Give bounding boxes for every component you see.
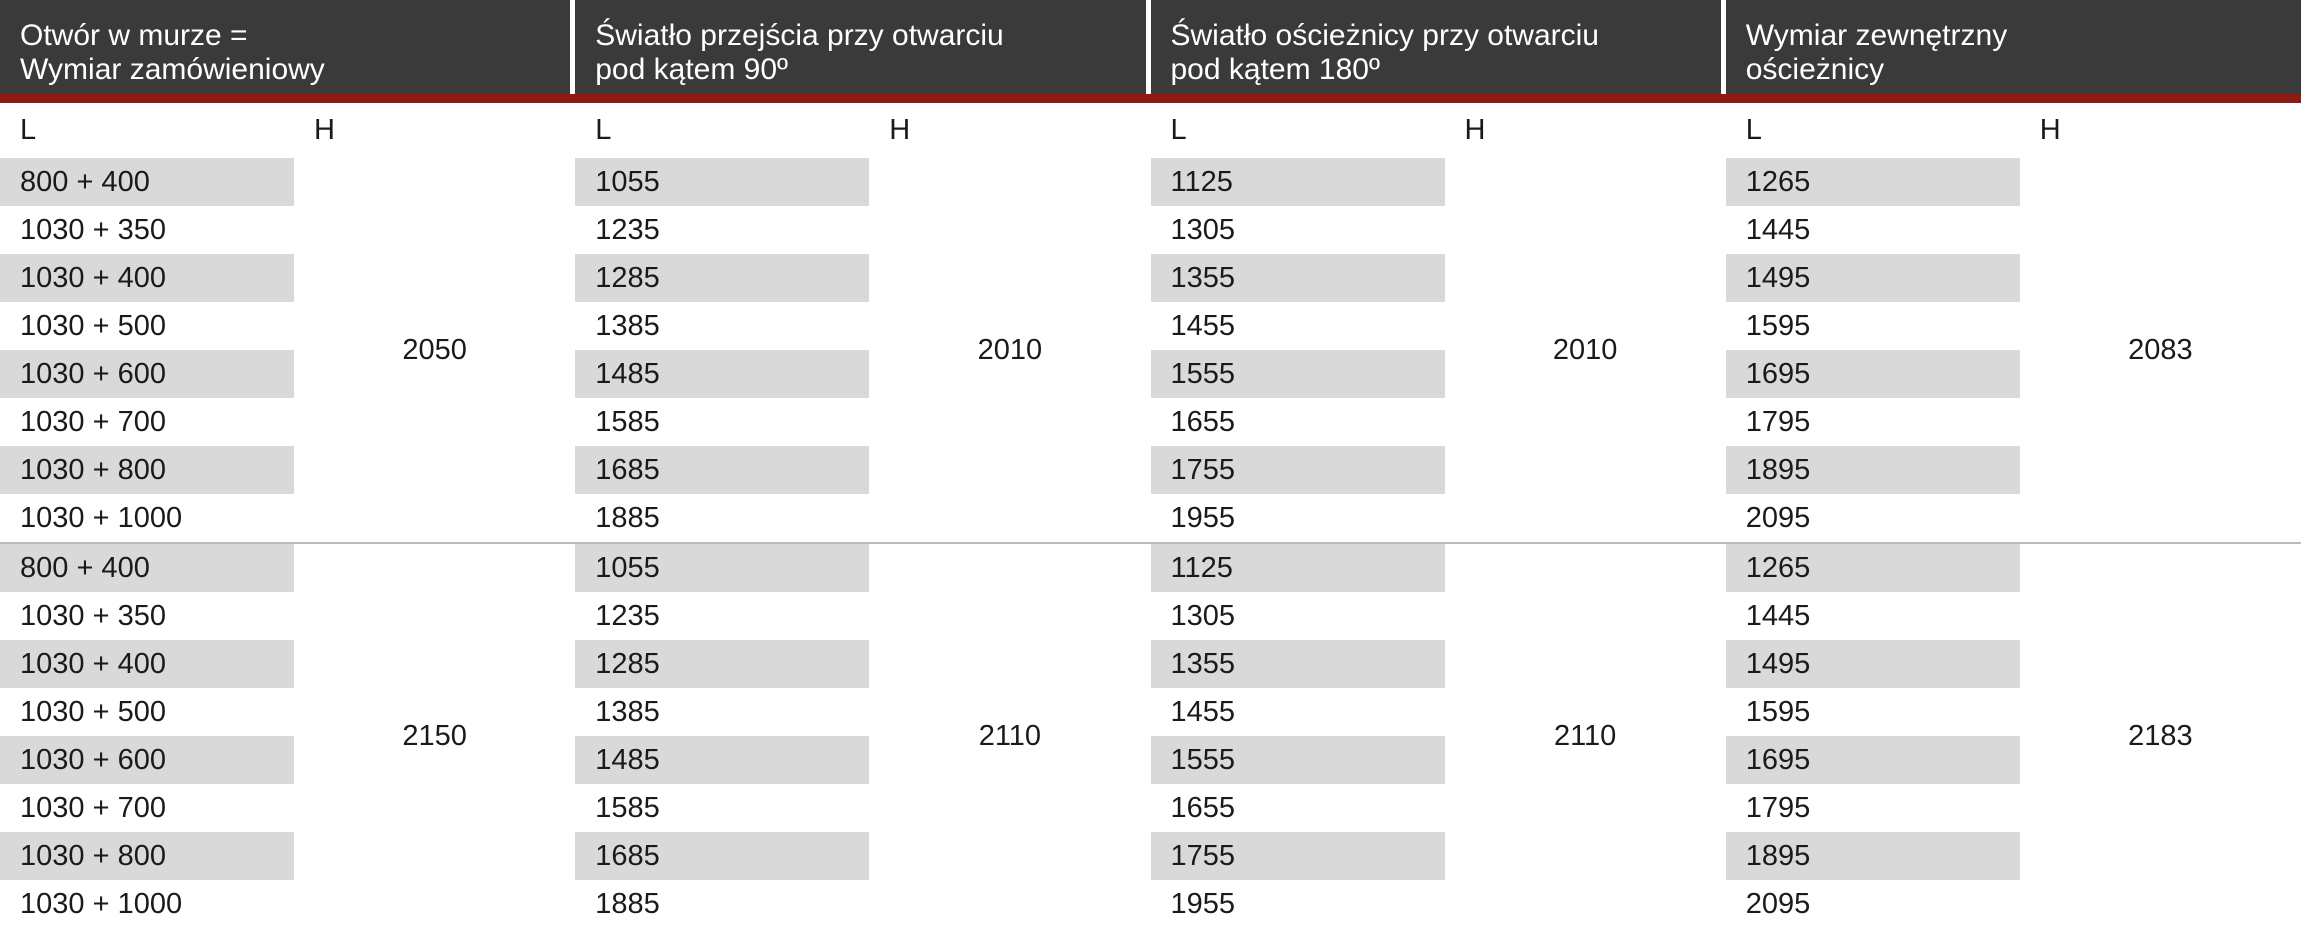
l-value-cell: 800 + 400 bbox=[0, 544, 294, 592]
l-value-cell: 1030 + 400 bbox=[0, 640, 294, 688]
l-value-cell: 1485 bbox=[575, 736, 870, 784]
l-value-cell: 1555 bbox=[1150, 736, 1445, 784]
l-value-cell: 1885 bbox=[595, 887, 660, 920]
h-value-cell: 2110 bbox=[1444, 544, 1726, 928]
l-value-cell: 1030 + 350 bbox=[20, 599, 166, 632]
header-line-2: Wymiar zamówieniowy bbox=[20, 53, 325, 86]
l-value-cell: 1595 bbox=[1745, 695, 1811, 728]
l-value-cell: 1495 bbox=[1725, 640, 2020, 688]
l-value-cell: 1695 bbox=[1725, 736, 2020, 784]
l-value-cell: 1655 bbox=[1170, 405, 1236, 438]
l-value-cell: 1885 bbox=[595, 501, 660, 534]
h-value-cell: 2010 bbox=[869, 158, 1151, 542]
column-group-wall-opening: Otwór w murze = Wymiar zamówieniowy bbox=[0, 0, 576, 94]
l-value-cell: 1265 bbox=[1725, 544, 2020, 592]
header-line-2: pod kątem 90º bbox=[595, 53, 788, 86]
header-line-2: ościeżnicy bbox=[1745, 53, 1885, 86]
h-value-cell: 2050 bbox=[294, 158, 576, 542]
header-line-1: Światło ościeżnicy przy otwarciu bbox=[1170, 19, 1599, 52]
h-value-cell: 2183 bbox=[2019, 544, 2301, 928]
table-block-2: 800 + 400 1055 1125 1265 1030 + 350 1235 1305 1… bbox=[0, 542, 2301, 928]
l-value-cell: 1030 + 1000 bbox=[20, 887, 183, 920]
h-value-cell: 2110 bbox=[869, 544, 1151, 928]
subheader-h-group-3: H bbox=[1464, 114, 1486, 146]
l-value-cell: 800 + 400 bbox=[0, 158, 294, 206]
l-value-cell: 1595 bbox=[1745, 309, 1811, 342]
l-value-cell: 1495 bbox=[1725, 254, 2020, 302]
l-value-cell: 1685 bbox=[575, 832, 870, 880]
h-value-cell: 2083 bbox=[2019, 158, 2301, 542]
l-value-cell: 1285 bbox=[575, 640, 870, 688]
subheader-l-group-4: L bbox=[1745, 114, 1762, 146]
l-value-cell: 1030 + 700 bbox=[20, 405, 166, 438]
table-body: 800 + 400 1055 1125 1265 1030 + 350 1235 1305 1… bbox=[0, 158, 2301, 928]
header-line-1: Otwór w murze = bbox=[20, 19, 248, 52]
l-value-cell: 1030 + 600 bbox=[0, 350, 294, 398]
column-group-frame-clearance-180: Światło ościeżnicy przy otwarciu pod kąt… bbox=[1150, 0, 1726, 94]
subheader-l-group-1: L bbox=[20, 114, 37, 146]
subheader-l-group-2: L bbox=[595, 114, 612, 146]
l-value-cell: 1055 bbox=[575, 544, 870, 592]
l-value-cell: 1030 + 700 bbox=[20, 791, 166, 824]
l-value-cell: 1055 bbox=[575, 158, 870, 206]
l-value-cell: 1445 bbox=[1745, 213, 1811, 246]
column-group-passage-clearance-90: Światło przejścia przy otwarciu pod kąte… bbox=[575, 0, 1151, 94]
l-value-cell: 1555 bbox=[1150, 350, 1445, 398]
l-value-cell: 1265 bbox=[1725, 158, 2020, 206]
header-line-1: Wymiar zewnętrzny bbox=[1745, 19, 2008, 52]
l-value-cell: 1125 bbox=[1150, 158, 1445, 206]
l-value-cell: 1455 bbox=[1170, 309, 1236, 342]
l-value-cell: 1235 bbox=[595, 213, 660, 246]
l-value-cell: 1895 bbox=[1725, 832, 2020, 880]
l-value-cell: 1030 + 800 bbox=[0, 446, 294, 494]
l-value-cell: 1385 bbox=[595, 309, 660, 342]
l-value-cell: 1125 bbox=[1150, 544, 1445, 592]
l-value-cell: 1030 + 400 bbox=[0, 254, 294, 302]
l-value-cell: 1030 + 1000 bbox=[20, 501, 183, 534]
l-value-cell: 1895 bbox=[1725, 446, 2020, 494]
l-value-cell: 1030 + 500 bbox=[20, 695, 166, 728]
l-value-cell: 1795 bbox=[1745, 405, 1811, 438]
l-value-cell: 1795 bbox=[1745, 791, 1811, 824]
l-value-cell: 1695 bbox=[1725, 350, 2020, 398]
l-value-cell: 1955 bbox=[1170, 887, 1236, 920]
l-value-cell: 1385 bbox=[595, 695, 660, 728]
l-value-cell: 1655 bbox=[1170, 791, 1236, 824]
l-value-cell: 1755 bbox=[1150, 832, 1445, 880]
header-line-1: Światło przejścia przy otwarciu bbox=[595, 19, 1004, 52]
l-value-cell: 1305 bbox=[1170, 213, 1236, 246]
subheader-h-group-1: H bbox=[314, 114, 335, 146]
column-group-frame-external-dimension: Wymiar zewnętrzny ościeżnicy bbox=[1725, 0, 2301, 94]
l-value-cell: 1305 bbox=[1170, 599, 1236, 632]
l-value-cell: 1445 bbox=[1745, 599, 1811, 632]
subheader-row: L H L H L H L H bbox=[0, 103, 2301, 158]
l-value-cell: 1030 + 800 bbox=[0, 832, 294, 880]
l-value-cell: 1355 bbox=[1150, 640, 1445, 688]
l-value-cell: 1455 bbox=[1170, 695, 1236, 728]
l-value-cell: 2095 bbox=[1745, 887, 1811, 920]
subheader-h-group-4: H bbox=[2039, 114, 2061, 146]
l-value-cell: 1355 bbox=[1150, 254, 1445, 302]
subheader-l-group-3: L bbox=[1170, 114, 1187, 146]
l-value-cell: 2095 bbox=[1745, 501, 1811, 534]
l-value-cell: 1755 bbox=[1150, 446, 1445, 494]
header-line-2: pod kątem 180º bbox=[1170, 53, 1380, 86]
l-value-cell: 1585 bbox=[595, 405, 660, 438]
table-block-1: 800 + 400 1055 1125 1265 1030 + 350 1235 1305 1… bbox=[0, 158, 2301, 542]
h-value-cell: 2150 bbox=[294, 544, 576, 928]
l-value-cell: 1030 + 600 bbox=[0, 736, 294, 784]
l-value-cell: 1030 + 350 bbox=[20, 213, 166, 246]
red-divider-bar bbox=[0, 94, 2301, 103]
l-value-cell: 1485 bbox=[575, 350, 870, 398]
h-value-cell: 2010 bbox=[1444, 158, 1726, 542]
l-value-cell: 1285 bbox=[575, 254, 870, 302]
l-value-cell: 1235 bbox=[595, 599, 660, 632]
l-value-cell: 1030 + 500 bbox=[20, 309, 166, 342]
l-value-cell: 1585 bbox=[595, 791, 660, 824]
subheader-h-group-2: H bbox=[889, 114, 911, 146]
l-value-cell: 1685 bbox=[575, 446, 870, 494]
l-value-cell: 1955 bbox=[1170, 501, 1236, 534]
table-header-row: Otwór w murze = Wymiar zamówieniowy Świa… bbox=[0, 0, 2301, 94]
